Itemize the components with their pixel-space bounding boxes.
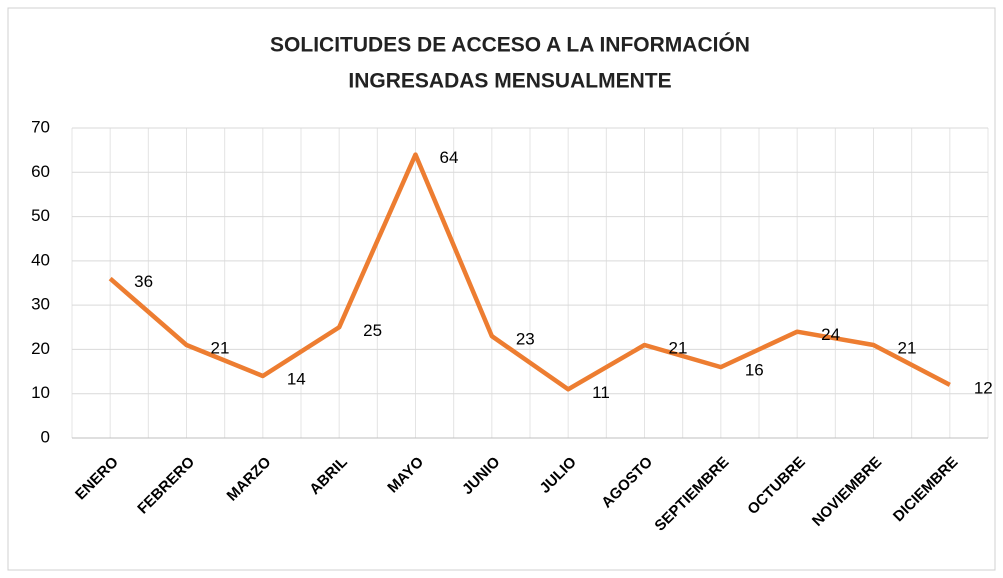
y-tick-label: 30 [31,295,50,314]
data-label: 11 [592,383,610,402]
data-label: 36 [134,272,153,291]
data-label: 16 [745,361,764,380]
y-tick-label: 50 [31,206,50,225]
data-label: 21 [898,338,917,357]
data-label: 64 [440,148,459,167]
y-tick-label: 10 [31,383,50,402]
data-label: 14 [287,369,306,388]
y-tick-label: 20 [31,339,50,358]
data-label: 25 [363,321,382,340]
data-label: 23 [516,330,535,349]
y-tick-label: 70 [31,117,50,136]
y-tick-label: 0 [41,427,50,446]
data-label: 24 [821,325,840,344]
data-label: 12 [974,378,993,397]
y-tick-label: 40 [31,250,50,269]
data-label: 21 [211,338,230,357]
chart-border [7,7,996,571]
chart-title: SOLICITUDES DE ACCESO A LA INFORMACIÓN [270,33,750,57]
data-label: 21 [669,338,688,357]
y-tick-label: 60 [31,162,50,181]
chart-title: INGRESADAS MENSUALMENTE [348,70,671,93]
data-line [108,152,951,392]
